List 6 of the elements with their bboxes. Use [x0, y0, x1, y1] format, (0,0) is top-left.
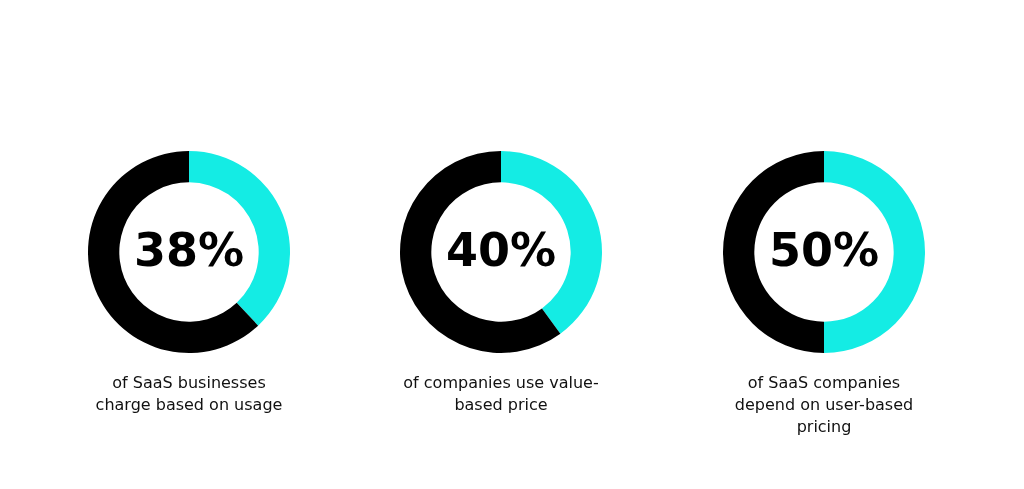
text: of SaaS companies depend on user-based pricing — [733, 372, 915, 438]
data-label: 38% — [133, 222, 245, 277]
text: of companies use value-based price — [402, 372, 600, 416]
text: of SaaS businesses charge based on usage — [94, 372, 284, 416]
data-label: 50% — [768, 222, 880, 277]
data-label: 40% — [445, 222, 557, 277]
